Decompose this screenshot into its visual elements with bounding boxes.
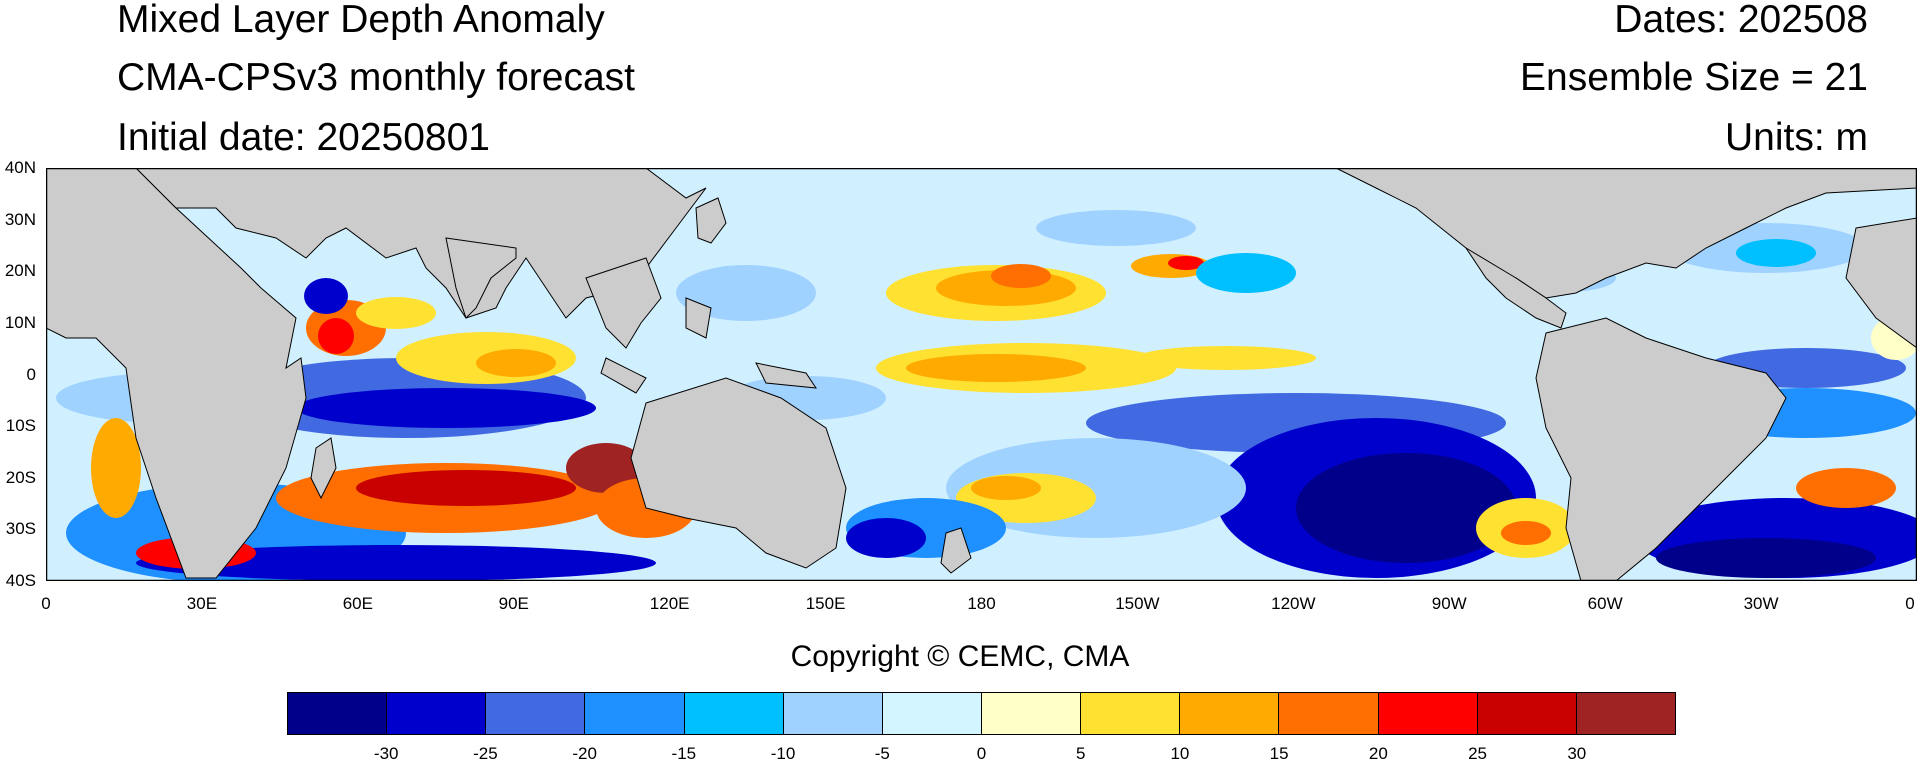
colorbar-swatch bbox=[684, 693, 784, 734]
dates-label: Dates: 202508 bbox=[1614, 0, 1868, 41]
land-masses bbox=[46, 168, 1917, 581]
colorbar-tick-label: 20 bbox=[1368, 744, 1388, 763]
initial-date-label: Initial date: 20250801 bbox=[117, 116, 490, 159]
colorbar-tick-label: 30 bbox=[1567, 744, 1587, 763]
colorbar-tick-label: 0 bbox=[976, 744, 987, 763]
lat-tick-label: 0 bbox=[26, 364, 36, 384]
lat-tick-label: 30S bbox=[5, 519, 36, 539]
colorbar-swatch bbox=[1477, 693, 1577, 734]
lon-tick-label: 0 bbox=[1905, 594, 1915, 613]
colorbar-tick-label: -15 bbox=[671, 744, 697, 763]
colorbar-tick-label: 10 bbox=[1170, 744, 1190, 763]
anomaly-map-canvas bbox=[46, 168, 1917, 581]
colorbar-swatch bbox=[1279, 693, 1379, 734]
lon-tick-label: 30W bbox=[1743, 594, 1779, 613]
colorbar-swatch bbox=[1180, 693, 1280, 734]
lon-tick-label: 90W bbox=[1431, 594, 1467, 613]
map-title: Mixed Layer Depth Anomaly bbox=[117, 0, 605, 41]
colorbar bbox=[287, 692, 1676, 735]
lon-tick-label: 150E bbox=[805, 594, 846, 613]
colorbar-swatch bbox=[1378, 693, 1478, 734]
colorbar-tick-label: -10 bbox=[770, 744, 796, 763]
colorbar-tick-label: -5 bbox=[874, 744, 890, 763]
copyright-notice: Copyright © CEMC, CMA bbox=[790, 640, 1130, 673]
lat-tick-label: 40S bbox=[5, 571, 36, 590]
lat-tick-label: 10S bbox=[5, 416, 36, 436]
colorbar-swatch bbox=[783, 693, 883, 734]
anomaly-map bbox=[46, 168, 1917, 581]
colorbar-tick-label: 15 bbox=[1269, 744, 1289, 763]
lat-tick-label: 20S bbox=[5, 467, 36, 487]
lat-tick-label: 40N bbox=[4, 158, 36, 177]
colorbar-tick-label: 25 bbox=[1468, 744, 1488, 763]
colorbar-swatch bbox=[981, 693, 1082, 734]
lon-tick-label: 120W bbox=[1271, 594, 1316, 613]
lon-tick-label: 90E bbox=[498, 594, 529, 613]
map-frame bbox=[46, 168, 1917, 581]
lat-tick-label: 20N bbox=[4, 261, 36, 281]
lon-tick-label: 60E bbox=[342, 594, 373, 613]
colorbar-tick-label: -20 bbox=[572, 744, 597, 763]
lat-tick-label: 10N bbox=[4, 312, 36, 332]
lon-tick-label: 150W bbox=[1115, 594, 1160, 613]
colorbar-swatch bbox=[1576, 693, 1675, 734]
map-subtitle: CMA-CPSv3 monthly forecast bbox=[117, 56, 635, 99]
ensemble-size-label: Ensemble Size = 21 bbox=[1520, 56, 1868, 99]
colorbar-swatch bbox=[585, 693, 685, 734]
colorbar-tick-label: -30 bbox=[373, 744, 399, 763]
units-label: Units: m bbox=[1724, 116, 1868, 159]
colorbar-swatch bbox=[387, 693, 487, 734]
colorbar-swatch bbox=[486, 693, 586, 734]
lon-tick-label: 60W bbox=[1587, 594, 1623, 613]
lon-tick-label: 120E bbox=[649, 594, 690, 613]
colorbar-tick-label: -25 bbox=[473, 744, 498, 763]
colorbar-swatch bbox=[882, 693, 982, 734]
colorbar-swatch bbox=[288, 693, 388, 734]
lat-tick-label: 30N bbox=[4, 209, 36, 229]
lon-tick-label: 30E bbox=[186, 594, 218, 613]
lon-tick-label: 180 bbox=[967, 594, 996, 613]
colorbar-swatch bbox=[1081, 693, 1181, 734]
colorbar-tick-label: 5 bbox=[1075, 744, 1086, 763]
anomaly-field bbox=[56, 210, 1917, 581]
lon-tick-label: 0 bbox=[41, 594, 51, 613]
